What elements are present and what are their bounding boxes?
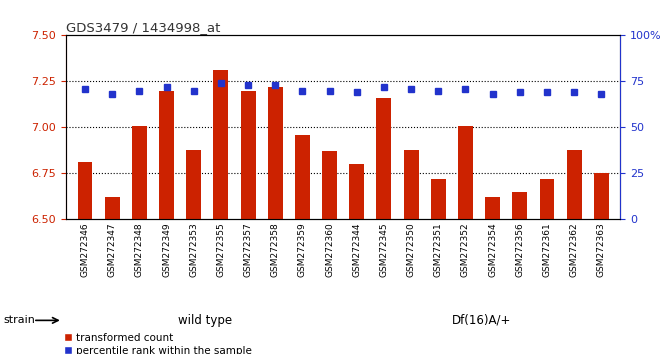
- Bar: [458, 126, 473, 219]
- Bar: [567, 149, 581, 219]
- Bar: [186, 149, 201, 219]
- Bar: [540, 179, 554, 219]
- Bar: [295, 135, 310, 219]
- Bar: [485, 198, 500, 219]
- Text: GDS3479 / 1434998_at: GDS3479 / 1434998_at: [66, 21, 220, 34]
- Text: wild type: wild type: [178, 314, 232, 327]
- Bar: [376, 98, 391, 219]
- Bar: [322, 152, 337, 219]
- Bar: [132, 126, 147, 219]
- Bar: [78, 162, 92, 219]
- Bar: [268, 87, 282, 219]
- Bar: [213, 70, 228, 219]
- Bar: [105, 198, 119, 219]
- Bar: [349, 164, 364, 219]
- Bar: [404, 149, 418, 219]
- Bar: [594, 173, 609, 219]
- Bar: [512, 192, 527, 219]
- Text: Df(16)A/+: Df(16)A/+: [452, 314, 512, 327]
- Legend: transformed count, percentile rank within the sample: transformed count, percentile rank withi…: [65, 333, 252, 354]
- Bar: [159, 91, 174, 219]
- Text: strain: strain: [3, 315, 35, 325]
- Bar: [241, 91, 255, 219]
- Bar: [431, 179, 446, 219]
